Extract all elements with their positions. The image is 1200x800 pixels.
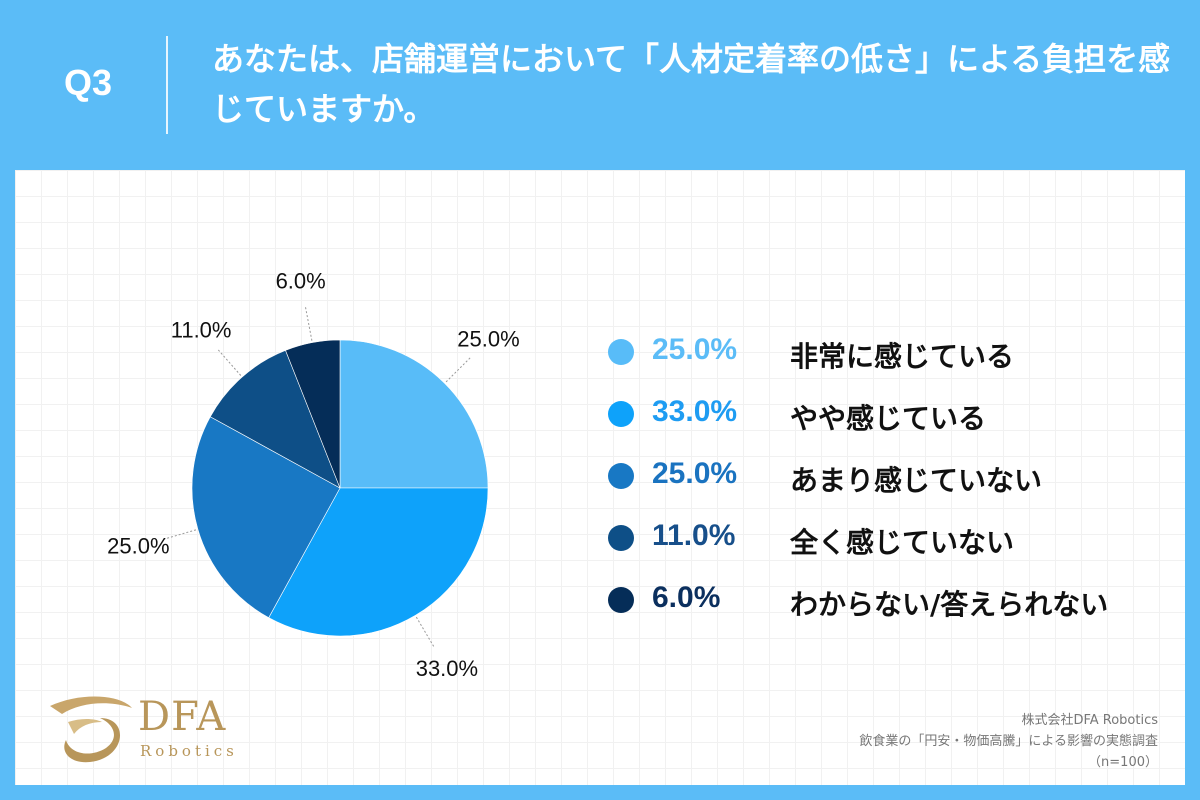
legend-swatch bbox=[608, 401, 634, 427]
legend-swatch bbox=[608, 525, 634, 551]
legend-label: あまり感じていない bbox=[790, 464, 1043, 497]
slice-value-label-5: 6.0% bbox=[276, 269, 326, 294]
pie-slice-4 bbox=[209, 350, 341, 489]
dfa-swoosh-icon bbox=[50, 696, 132, 763]
legend-label: わからない/答えられない bbox=[790, 588, 1109, 621]
legend-percent: 11.0% bbox=[652, 519, 736, 552]
pie-slice-5 bbox=[285, 339, 341, 489]
question-number: Q3 bbox=[64, 62, 113, 103]
legend-swatch bbox=[608, 587, 634, 613]
legend-percent: 25.0% bbox=[652, 457, 738, 490]
slice-leader-line-4 bbox=[217, 349, 242, 376]
logo-subtext: Robotics bbox=[140, 742, 238, 760]
logo-wordmark: DFA bbox=[138, 694, 227, 740]
source-company: 株式会社DFA Robotics bbox=[1021, 713, 1158, 728]
slice-leader-line-3 bbox=[163, 529, 197, 540]
header-banner: Q3 あなたは、店舗運営において「人材定着率の低さ」による負担を感じていますか。 bbox=[0, 0, 1200, 170]
legend-label: やや感じている bbox=[790, 402, 987, 435]
legend-swatch bbox=[608, 339, 634, 365]
pie-slice-3 bbox=[191, 416, 341, 619]
slice-leader-line-1 bbox=[445, 357, 471, 383]
source-note: 株式会社DFA Robotics 飲食業の「円安・物価高騰」による影響の実態調査… bbox=[859, 710, 1158, 773]
source-sample: （n=100） bbox=[1088, 755, 1158, 770]
source-survey: 飲食業の「円安・物価高騰」による影響の実態調査 bbox=[859, 734, 1158, 749]
slice-value-label-3: 25.0% bbox=[107, 534, 169, 559]
pie-slice-1 bbox=[339, 339, 489, 489]
legend-label: 全く感じていない bbox=[790, 526, 1015, 559]
slice-leader-line-2 bbox=[415, 616, 435, 647]
slice-leader-line-5 bbox=[305, 307, 313, 341]
slice-value-label-2: 33.0% bbox=[416, 656, 478, 681]
legend-swatch bbox=[608, 463, 634, 489]
legend-percent: 33.0% bbox=[652, 395, 738, 428]
legend-percent: 25.0% bbox=[652, 333, 738, 366]
slice-value-label-1: 25.0% bbox=[457, 327, 519, 352]
legend-label: 非常に感じている bbox=[790, 340, 1015, 373]
question-title: あなたは、店舗運営において「人材定着率の低さ」による負担を感じていますか。 bbox=[212, 40, 1171, 128]
dfa-logo: DFA Robotics bbox=[40, 688, 250, 768]
header-divider bbox=[166, 36, 168, 134]
pie-slice-2 bbox=[268, 487, 489, 637]
slice-value-label-4: 11.0% bbox=[171, 317, 232, 342]
legend-percent: 6.0% bbox=[652, 581, 721, 614]
